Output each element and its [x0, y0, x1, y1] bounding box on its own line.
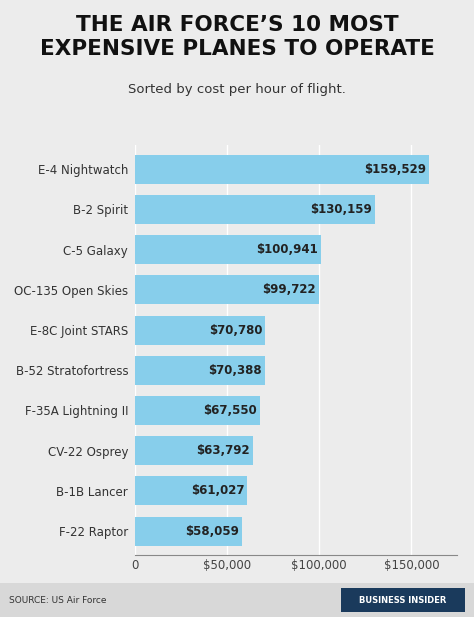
- Bar: [135, 396, 259, 425]
- Text: Sorted by cost per hour of flight.: Sorted by cost per hour of flight.: [128, 83, 346, 96]
- Bar: [135, 356, 265, 385]
- Text: $67,550: $67,550: [203, 404, 257, 417]
- Bar: [135, 275, 319, 304]
- Text: $70,388: $70,388: [209, 364, 262, 377]
- Text: $61,027: $61,027: [191, 484, 245, 497]
- Text: $58,059: $58,059: [185, 524, 239, 537]
- Text: SOURCE: US Air Force: SOURCE: US Air Force: [9, 595, 107, 605]
- Bar: [135, 235, 321, 264]
- Text: THE AIR FORCE’S 10 MOST
EXPENSIVE PLANES TO OPERATE: THE AIR FORCE’S 10 MOST EXPENSIVE PLANES…: [39, 15, 435, 59]
- Text: $63,792: $63,792: [196, 444, 250, 457]
- Bar: [135, 516, 242, 545]
- Text: $130,159: $130,159: [310, 203, 372, 216]
- Text: $159,529: $159,529: [364, 163, 426, 176]
- Bar: [135, 195, 375, 224]
- Bar: [135, 436, 253, 465]
- Text: $70,780: $70,780: [209, 323, 263, 336]
- Text: $100,941: $100,941: [256, 243, 318, 256]
- Text: $99,722: $99,722: [263, 283, 316, 296]
- Bar: [135, 155, 429, 184]
- Bar: [135, 476, 247, 505]
- Bar: [135, 315, 265, 344]
